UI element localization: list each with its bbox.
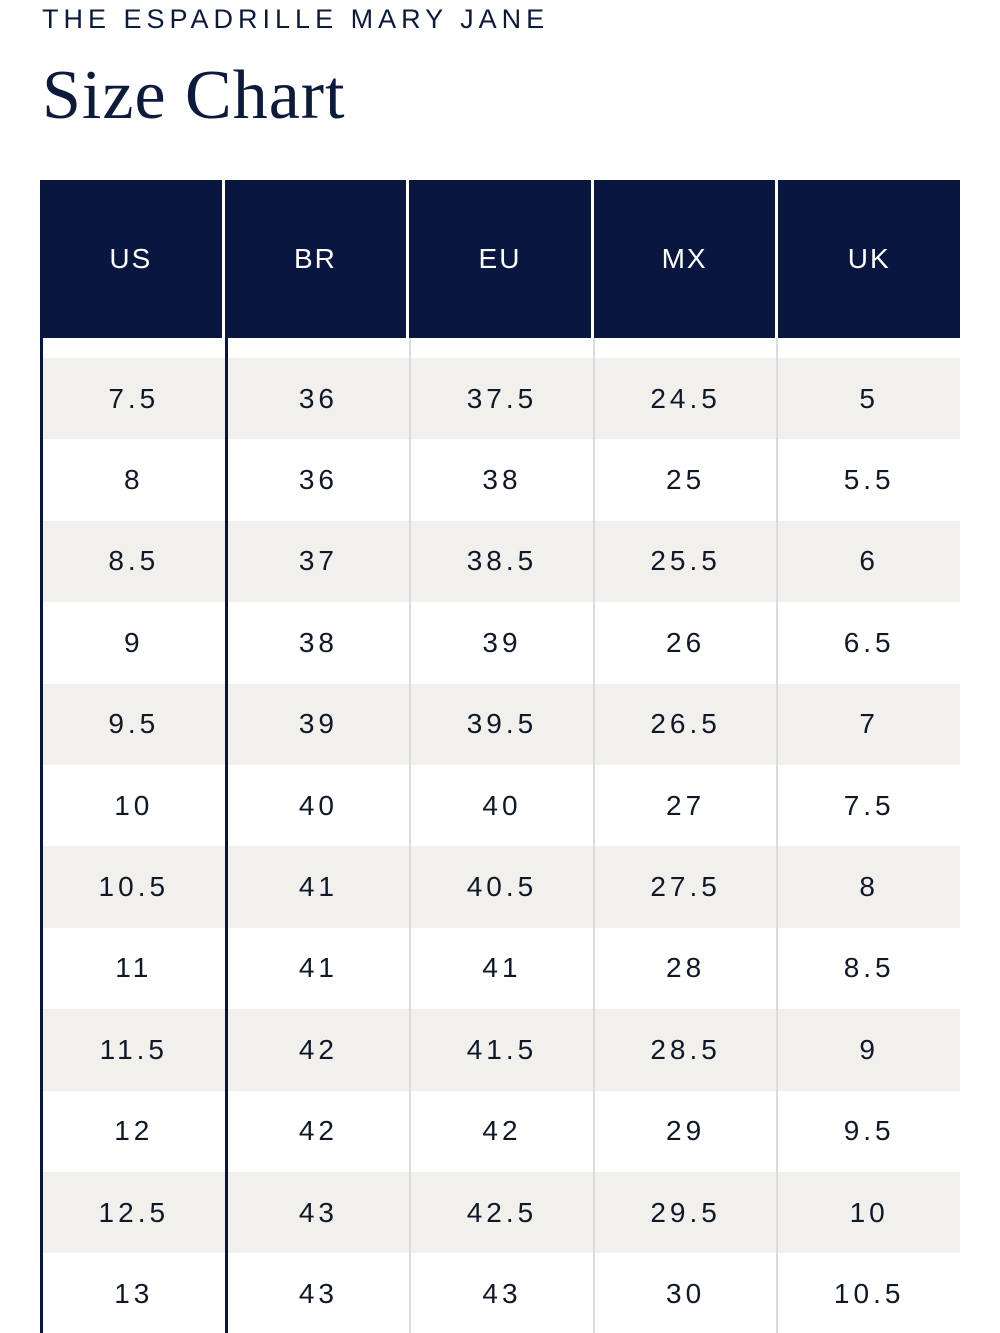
cell-us: 9.5 — [40, 683, 228, 765]
table-row: 9 38 39 26 6.5 — [40, 602, 960, 684]
table-row: 12.5 43 42.5 29.5 10 — [40, 1171, 960, 1254]
cell-us: 8.5 — [40, 520, 228, 603]
header-spacer — [40, 338, 960, 358]
cell-mx: 28 — [594, 927, 779, 1010]
cell-br: 39 — [227, 683, 412, 765]
cell-us: 11 — [40, 927, 228, 1010]
cell-uk: 7.5 — [778, 764, 960, 847]
cell-us: 12.5 — [40, 1171, 228, 1254]
cell-us: 7.5 — [40, 358, 228, 440]
cell-us: 12 — [40, 1090, 228, 1172]
cell-br: 43 — [227, 1253, 412, 1333]
cell-us: 9 — [40, 602, 228, 684]
cell-mx: 27 — [594, 764, 779, 847]
cell-uk: 10.5 — [778, 1253, 960, 1333]
cell-uk: 6.5 — [778, 602, 960, 684]
table-row: 9.5 39 39.5 26.5 7 — [40, 683, 960, 765]
cell-br: 37 — [227, 520, 412, 603]
cell-uk: 9.5 — [778, 1090, 960, 1172]
cell-mx: 24.5 — [594, 358, 779, 440]
table-row: 7.5 36 37.5 24.5 5 — [40, 358, 960, 440]
cell-mx: 28.5 — [594, 1009, 779, 1091]
cell-mx: 26 — [594, 602, 779, 684]
header-br: BR — [225, 180, 410, 338]
cell-eu: 41.5 — [411, 1009, 595, 1091]
cell-br: 40 — [227, 764, 412, 847]
header-eu: EU — [409, 180, 594, 338]
product-name: THE ESPADRILLE MARY JANE — [42, 4, 550, 34]
header-us: US — [40, 180, 225, 338]
table-row: 11.5 42 41.5 28.5 9 — [40, 1009, 960, 1091]
cell-uk: 7 — [778, 683, 960, 765]
cell-br: 36 — [227, 358, 412, 440]
cell-br: 42 — [227, 1090, 412, 1172]
cell-uk: 8.5 — [778, 927, 960, 1010]
cell-br: 43 — [227, 1171, 412, 1254]
header-mx: MX — [594, 180, 779, 338]
table-body: 7.5 36 37.5 24.5 5 8 36 38 25 5.5 8.5 37 38.5 25.5 6 9 3… — [40, 358, 960, 1333]
cell-uk: 5.5 — [778, 439, 960, 521]
cell-mx: 30 — [594, 1253, 779, 1333]
table-row: 12 42 42 29 9.5 — [40, 1090, 960, 1172]
table-row: 13 43 43 30 10.5 — [40, 1253, 960, 1333]
cell-br: 38 — [227, 602, 412, 684]
size-chart-table: US BR EU MX UK 7.5 36 37.5 24.5 5 8 36 38 25 5.5 8… — [40, 180, 960, 1333]
table-row: 8.5 37 38.5 25.5 6 — [40, 520, 960, 603]
cell-br: 36 — [227, 439, 412, 521]
cell-us: 10 — [40, 764, 228, 847]
cell-uk: 8 — [778, 846, 960, 928]
cell-mx: 29.5 — [594, 1171, 779, 1254]
cell-br: 41 — [227, 927, 412, 1010]
cell-eu: 39 — [411, 602, 595, 684]
table-row: 11 41 41 28 8.5 — [40, 927, 960, 1010]
table-header-row: US BR EU MX UK — [40, 180, 960, 338]
cell-uk: 10 — [778, 1171, 960, 1254]
cell-us: 8 — [40, 439, 228, 521]
cell-eu: 41 — [411, 927, 595, 1010]
cell-eu: 39.5 — [411, 683, 595, 765]
cell-us: 10.5 — [40, 846, 228, 928]
cell-eu: 37.5 — [411, 358, 595, 440]
cell-mx: 29 — [594, 1090, 779, 1172]
table-row: 10 40 40 27 7.5 — [40, 764, 960, 847]
cell-eu: 40 — [411, 764, 595, 847]
cell-mx: 27.5 — [594, 846, 779, 928]
cell-mx: 25 — [594, 439, 779, 521]
cell-uk: 6 — [778, 520, 960, 603]
cell-eu: 40.5 — [411, 846, 595, 928]
cell-br: 41 — [227, 846, 412, 928]
header-uk: UK — [847, 243, 891, 274]
cell-uk: 9 — [778, 1009, 960, 1091]
cell-mx: 25.5 — [594, 520, 779, 603]
cell-eu: 38 — [411, 439, 595, 521]
cell-us: 13 — [40, 1253, 228, 1333]
cell-us: 11.5 — [40, 1009, 228, 1091]
cell-eu: 42 — [411, 1090, 595, 1172]
cell-eu: 43 — [411, 1253, 595, 1333]
cell-mx: 26.5 — [594, 683, 779, 765]
cell-eu: 38.5 — [411, 520, 595, 603]
cell-uk: 5 — [778, 358, 960, 440]
table-row: 8 36 38 25 5.5 — [40, 439, 960, 521]
page-title: Size Chart — [42, 57, 346, 134]
table-row: 10.5 41 40.5 27.5 8 — [40, 846, 960, 928]
cell-br: 42 — [227, 1009, 412, 1091]
cell-eu: 42.5 — [411, 1171, 595, 1254]
